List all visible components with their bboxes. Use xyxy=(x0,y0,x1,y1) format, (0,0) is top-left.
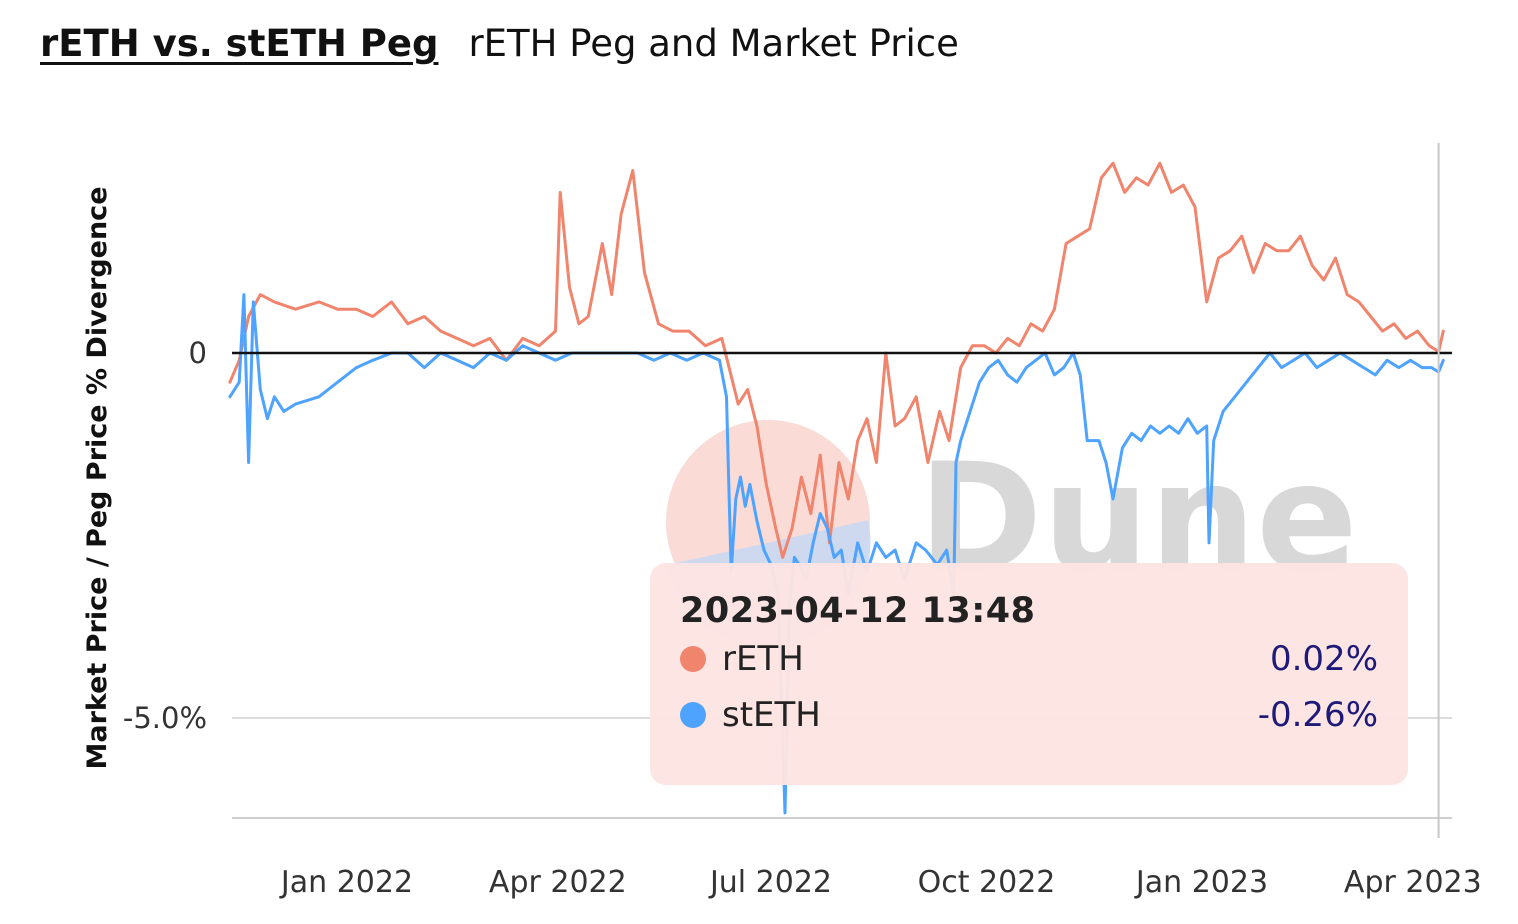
chart-header: rETH vs. stETH Peg rETH Peg and Market P… xyxy=(40,22,959,65)
hover-tooltip: 2023-04-12 13:48 rETH 0.02% stETH -0.26% xyxy=(650,563,1408,785)
y-axis-label: Market Price / Peg Price % Divergence xyxy=(82,186,113,769)
tooltip-series-name: stETH xyxy=(722,695,821,735)
query-title-link[interactable]: rETH vs. stETH Peg xyxy=(40,22,439,65)
reth-legend-dot-icon xyxy=(680,646,706,672)
chart-series xyxy=(228,143,1452,838)
x-tick-label: Apr 2023 xyxy=(1344,865,1482,900)
tooltip-series-value: -0.26% xyxy=(1257,695,1378,735)
series-line-steth xyxy=(228,293,1445,815)
tooltip-series-value: 0.02% xyxy=(1269,639,1378,679)
x-tick-label: Jan 2022 xyxy=(279,865,413,900)
tooltip-timestamp: 2023-04-12 13:48 xyxy=(680,591,1036,631)
x-tick-label: Oct 2022 xyxy=(918,865,1056,900)
tooltip-row-reth: rETH 0.02% xyxy=(680,631,1378,687)
tooltip-row-steth: stETH -0.26% xyxy=(680,687,1378,743)
chart-subtitle: rETH Peg and Market Price xyxy=(468,22,959,65)
x-tick-label: Apr 2022 xyxy=(489,865,627,900)
chart-axes: 0 -5.0% Jan 2022 Apr 2022 Jul 2022 Oct 2022 Ja… xyxy=(123,336,1482,900)
x-tick-label: Jan 2023 xyxy=(1134,865,1268,900)
x-tick-label: Jul 2022 xyxy=(708,865,832,900)
tooltip-series-name: rETH xyxy=(722,639,804,679)
y-tick-label: 0 xyxy=(189,336,207,370)
steth-legend-dot-icon xyxy=(680,702,706,728)
y-tick-label: -5.0% xyxy=(123,701,207,735)
